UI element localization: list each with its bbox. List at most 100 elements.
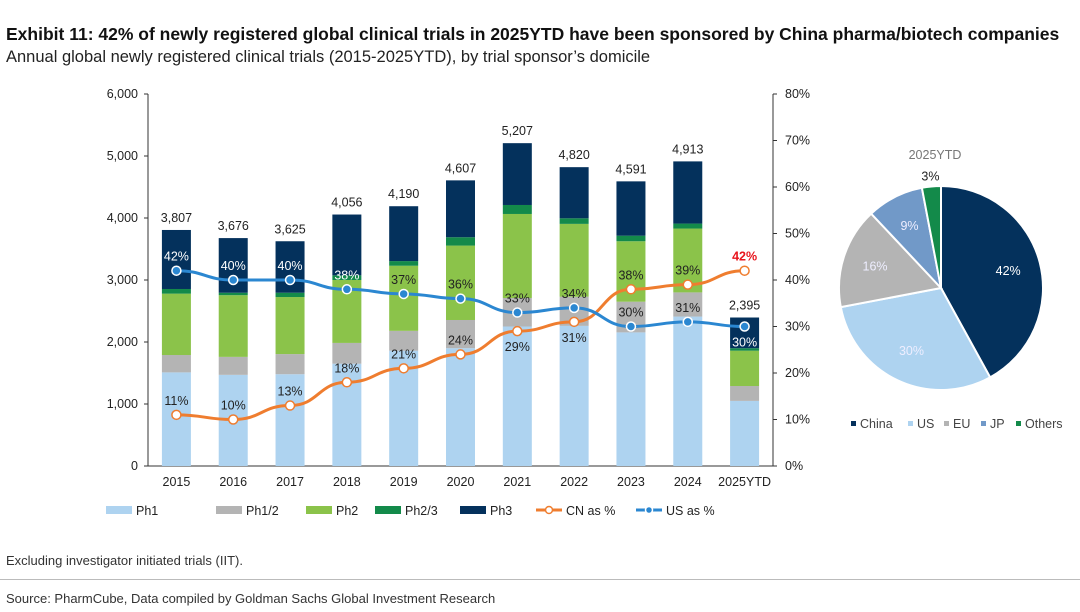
left-tick-label: 2,000 xyxy=(107,335,138,349)
total-label: 4,607 xyxy=(445,161,476,175)
cn-share-point xyxy=(568,316,580,328)
legend-label: Ph1/2 xyxy=(246,504,279,518)
bar-ph3 xyxy=(446,180,475,238)
us-share-point xyxy=(625,321,637,332)
x-tick-label: 2018 xyxy=(333,475,361,489)
us-share-point xyxy=(455,293,466,304)
left-tick-label: 4,000 xyxy=(107,211,138,225)
bar-ph1-2 xyxy=(332,342,362,364)
bar-ph1-2 xyxy=(730,386,760,401)
cn-share-label: 11% xyxy=(164,394,188,408)
cn-share-point xyxy=(739,265,750,276)
total-label: 4,056 xyxy=(331,196,362,210)
us-share-label: 40% xyxy=(221,259,246,273)
cn-share-label: 18% xyxy=(334,361,359,375)
x-tick-label: 2022 xyxy=(560,475,588,489)
right-tick-label: 20% xyxy=(785,366,810,380)
right-tick-label: 60% xyxy=(785,180,810,194)
total-label: 4,591 xyxy=(615,162,646,176)
bar-ph1-2 xyxy=(275,354,305,375)
bar-ph1-2 xyxy=(218,356,248,375)
x-tick-label: 2025YTD xyxy=(718,475,771,489)
total-label: 3,676 xyxy=(218,219,249,233)
left-tick-label: 6,000 xyxy=(107,87,138,101)
x-tick-label: 2016 xyxy=(219,475,247,489)
left-tick-label: 1,000 xyxy=(107,397,138,411)
cn-share-label: 29% xyxy=(505,340,530,354)
bar-ph2-3 xyxy=(673,223,703,229)
right-tick-label: 30% xyxy=(785,320,810,334)
pie-legend-swatch xyxy=(981,421,986,426)
right-tick-label: 70% xyxy=(785,134,810,148)
bar-ph1 xyxy=(502,326,532,466)
bar-ph2-3 xyxy=(616,235,646,242)
cn-share-point xyxy=(512,325,523,337)
us-share-label: 30% xyxy=(618,306,643,320)
pie-slice-others xyxy=(920,184,942,289)
source-note: Source: PharmCube, Data compiled by Gold… xyxy=(6,591,496,606)
pie-slice-china xyxy=(940,184,1044,379)
bar-ph3 xyxy=(673,161,703,224)
pie-legend-swatch xyxy=(908,421,913,426)
bar-ph2-3 xyxy=(559,218,589,224)
bar-ph1 xyxy=(673,316,703,466)
bar-ph2-3 xyxy=(218,292,248,296)
us-share-point xyxy=(341,284,353,295)
bar-ph1 xyxy=(446,348,475,466)
total-label: 5,207 xyxy=(502,124,533,138)
bar-ph3 xyxy=(616,181,646,236)
bar-ph2-3 xyxy=(161,288,191,294)
x-tick-label: 2021 xyxy=(503,475,531,489)
right-tick-label: 10% xyxy=(785,413,810,427)
pie-legend-label: Others xyxy=(1025,417,1063,431)
exhibit-subtitle: Annual global newly registered clinical … xyxy=(6,48,651,66)
footnote: Excluding investigator initiated trials … xyxy=(6,553,243,568)
total-label: 4,190 xyxy=(388,187,419,201)
cn-share-label: 24% xyxy=(448,333,473,347)
cn-share-point xyxy=(455,349,466,360)
right-tick-label: 40% xyxy=(785,273,810,287)
cn-share-label: 13% xyxy=(278,385,303,399)
pie-label: 30% xyxy=(899,344,924,358)
cn-share-label: 42% xyxy=(732,250,757,264)
pie-legend-label: China xyxy=(860,417,893,431)
bar-ph1 xyxy=(616,332,646,466)
pie-legend-label: EU xyxy=(953,417,970,431)
bar-ph1-2 xyxy=(673,292,703,317)
cn-share-label: 10% xyxy=(221,399,246,413)
us-share-point xyxy=(171,265,182,276)
pie-legend-label: JP xyxy=(990,417,1005,431)
pie-label: 16% xyxy=(863,260,888,274)
bar-ph2 xyxy=(559,223,589,297)
bar-ph2-3 xyxy=(730,348,760,351)
x-tick-label: 2023 xyxy=(617,475,645,489)
legend-label: Ph3 xyxy=(490,504,512,518)
legend-swatch xyxy=(460,506,486,514)
us-share-point xyxy=(568,302,580,314)
bar-ph2-3 xyxy=(446,237,475,246)
total-label: 4,820 xyxy=(558,148,589,162)
left-tick-label: 5,000 xyxy=(107,149,138,163)
legend-label: US as % xyxy=(666,504,715,518)
pie-title: 2025YTD xyxy=(909,148,962,162)
bar-ph2-3 xyxy=(275,292,305,298)
exhibit-title: Exhibit 11: 42% of newly registered glob… xyxy=(6,24,1060,44)
x-tick-label: 2019 xyxy=(390,475,418,489)
us-share-label: 40% xyxy=(278,259,303,273)
cn-share-point xyxy=(398,363,409,374)
cn-share-point xyxy=(341,377,353,388)
pie-slice-us xyxy=(839,286,992,391)
legend-marker xyxy=(644,505,654,515)
legend-swatch xyxy=(106,506,132,514)
total-label: 2,395 xyxy=(729,299,760,313)
us-share-label: 33% xyxy=(505,292,530,306)
us-share-label: 31% xyxy=(675,301,700,315)
x-tick-label: 2017 xyxy=(276,475,304,489)
bar-ph3 xyxy=(389,206,419,262)
right-tick-label: 80% xyxy=(785,87,810,101)
pie-slice-eu xyxy=(838,212,943,309)
legend-swatch xyxy=(216,506,242,514)
bar-ph3 xyxy=(559,167,589,219)
